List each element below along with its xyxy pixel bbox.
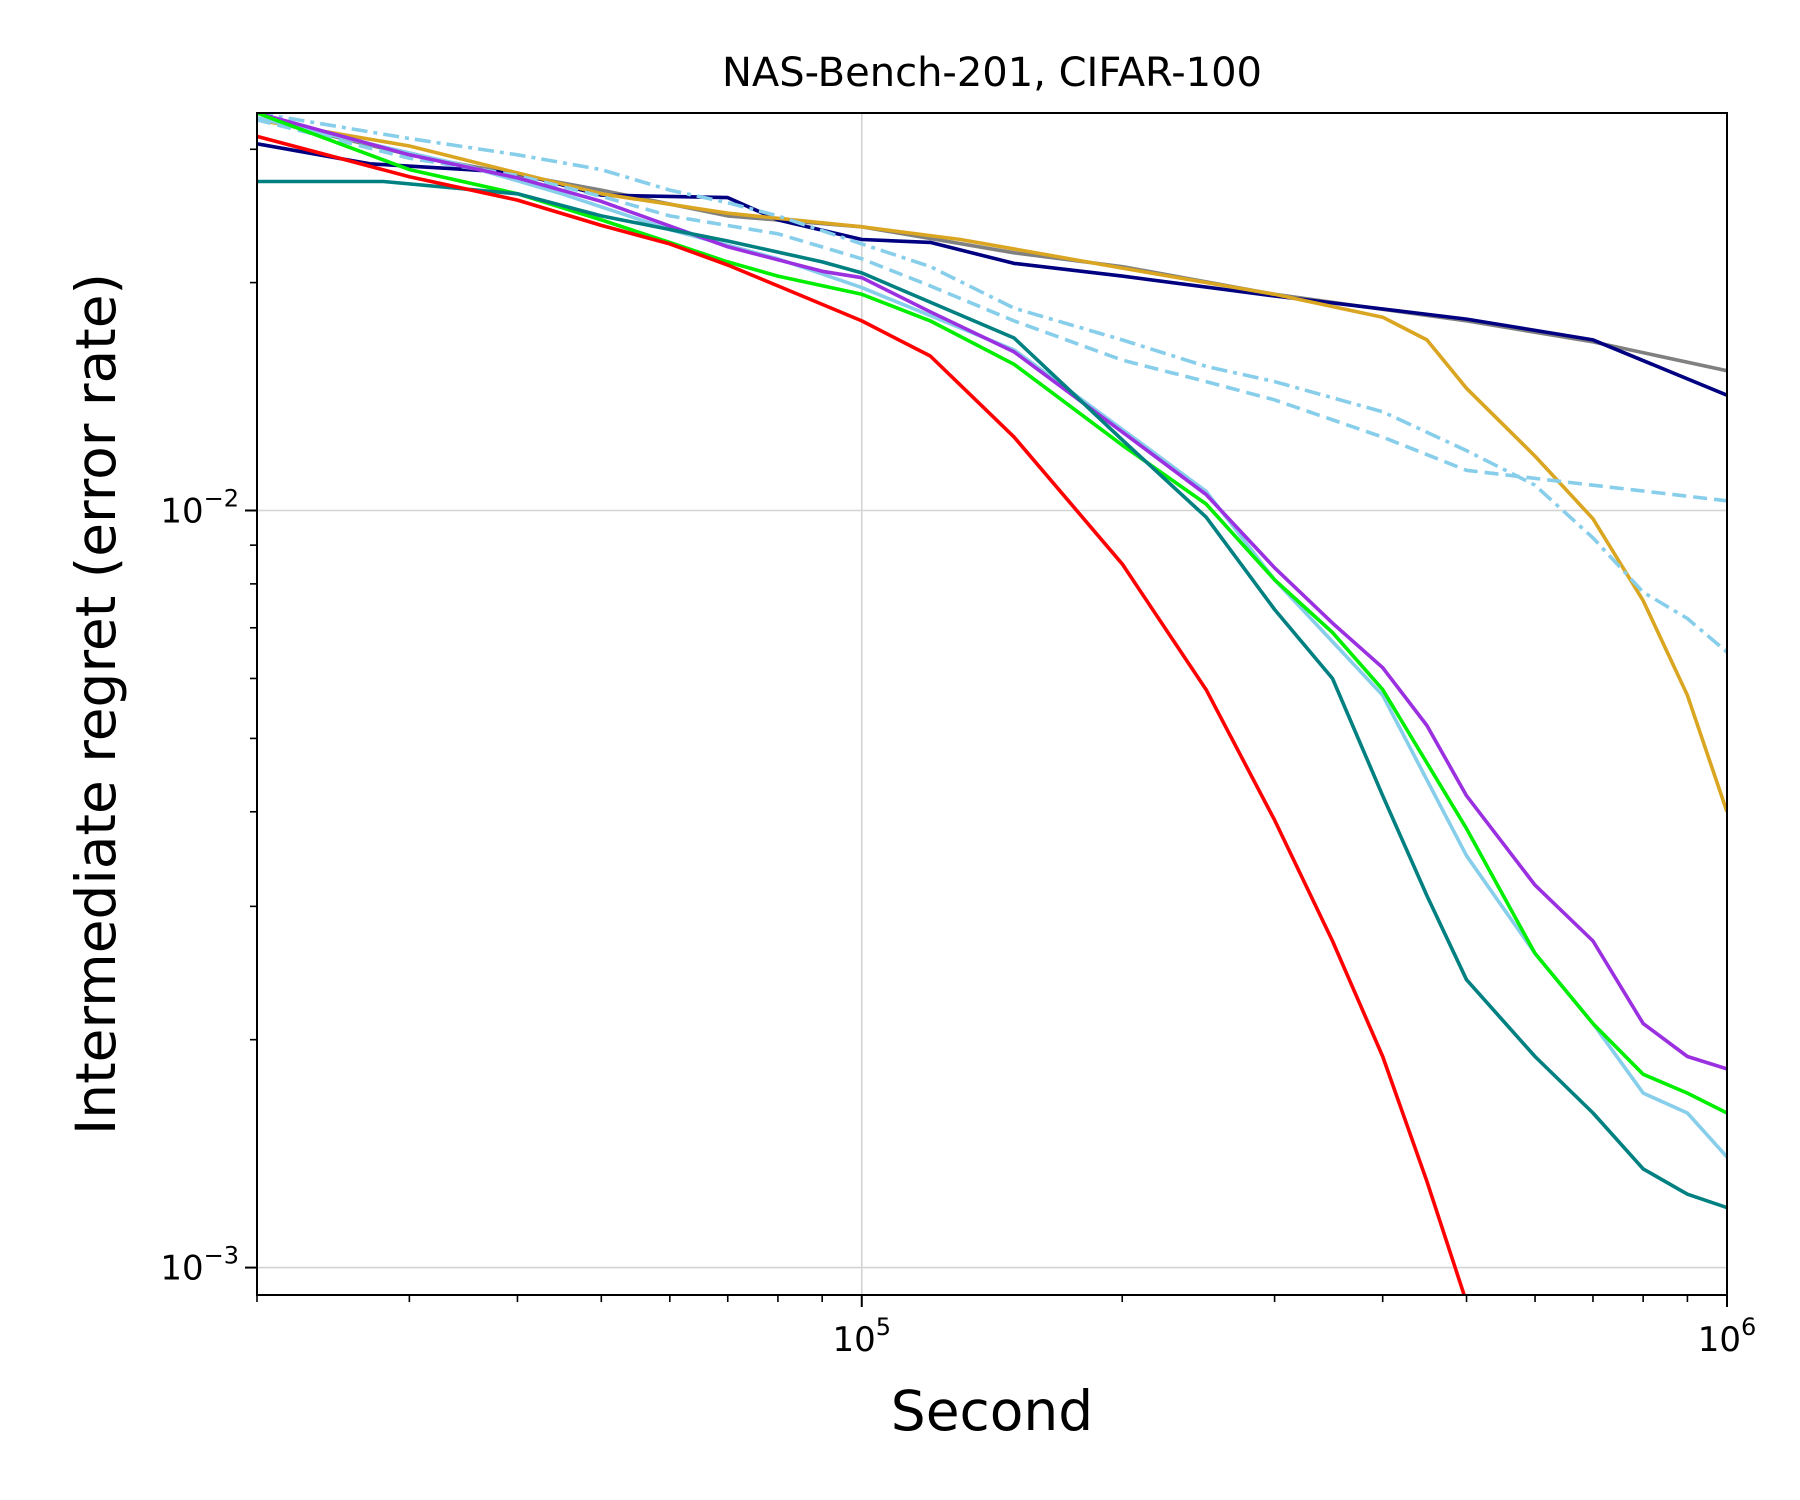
x-tick-label: 105 <box>832 1313 891 1360</box>
series-group <box>257 113 1727 1295</box>
series-line-8 <box>257 113 1727 1115</box>
chart-title: NAS-Bench-201, CIFAR-100 <box>722 50 1262 96</box>
series-line-10 <box>257 134 1467 1295</box>
series-line-3 <box>257 118 1727 813</box>
plot-frame <box>256 112 1728 1296</box>
x-axis-label: Second <box>891 1379 1093 1443</box>
axes: 105 106 10−2 10−3 <box>160 112 1757 1360</box>
series-line-7 <box>257 113 1727 1071</box>
y-tick-label: 10−3 <box>160 1242 239 1289</box>
y-tick-label: 10−2 <box>160 485 239 532</box>
series-line-6 <box>257 116 1727 1159</box>
y-axis-label: Intermediate regret (error rate) <box>64 273 128 1135</box>
x-tick-label: 106 <box>1698 1313 1757 1360</box>
series-line-4 <box>257 113 1727 654</box>
series-line-9 <box>257 179 1727 1210</box>
series-line-5 <box>257 118 1727 503</box>
grid <box>257 113 1727 1295</box>
